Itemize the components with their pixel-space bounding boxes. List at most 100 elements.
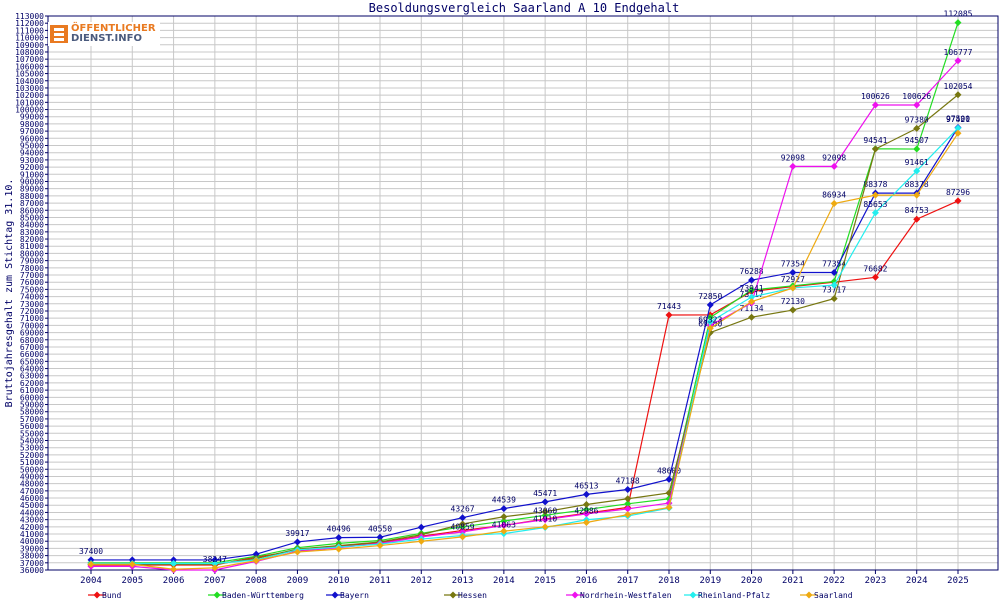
- y-tick-label: 85000: [20, 213, 44, 222]
- y-tick-label: 40000: [20, 537, 44, 546]
- data-point: [913, 145, 921, 153]
- data-point: [500, 527, 508, 535]
- data-label: 39917: [285, 529, 309, 538]
- data-label: 97421: [946, 115, 970, 124]
- data-label: 106777: [944, 48, 973, 57]
- x-tick-label: 2005: [121, 576, 143, 586]
- x-tick-label: 2011: [369, 576, 391, 586]
- x-tick-label: 2008: [245, 576, 267, 586]
- data-point: [376, 542, 384, 550]
- data-label: 77354: [822, 259, 846, 268]
- x-tick-label: 2018: [658, 576, 680, 586]
- data-point: [830, 277, 838, 285]
- data-point: [582, 490, 590, 498]
- legend-label: Baden-Württemberg: [222, 591, 304, 600]
- y-tick-label: 69000: [20, 329, 44, 338]
- data-point: [211, 556, 219, 564]
- data-point: [665, 503, 673, 511]
- data-point: [954, 19, 962, 27]
- data-point: [582, 506, 590, 514]
- y-tick-label: 42000: [20, 523, 44, 532]
- y-tick-label: 63000: [20, 372, 44, 381]
- data-point: [170, 560, 178, 568]
- x-tick-label: 2020: [741, 576, 763, 586]
- data-label: 72130: [781, 297, 805, 306]
- y-tick-label: 95000: [20, 142, 44, 151]
- data-label: 71134: [740, 304, 764, 313]
- y-tick-label: 72000: [20, 307, 44, 316]
- data-label: 43060: [533, 507, 557, 516]
- data-label: 72850: [698, 292, 722, 301]
- data-label: 88378: [863, 180, 887, 189]
- y-tick-label: 77000: [20, 271, 44, 280]
- y-tick-label: 86000: [20, 206, 44, 215]
- logo-text: ÖFFENTLICHER DIENST.INFO: [71, 24, 156, 44]
- data-label: 46513: [574, 481, 598, 490]
- y-tick-label: 45000: [20, 501, 44, 510]
- legend-label: Bayern: [340, 591, 369, 600]
- y-tick-label: 78000: [20, 264, 44, 273]
- y-tick-label: 84000: [20, 221, 44, 230]
- data-label: 42986: [574, 507, 598, 516]
- data-point: [541, 511, 549, 519]
- data-label: 41910: [533, 514, 557, 523]
- data-label: 37400: [79, 547, 103, 556]
- y-tick-label: 71000: [20, 314, 44, 323]
- x-tick-label: 2006: [163, 576, 185, 586]
- data-point: [582, 519, 590, 527]
- y-tick-label: 110000: [15, 34, 44, 43]
- data-point: [500, 521, 508, 529]
- y-tick-label: 48000: [20, 480, 44, 489]
- data-point: [417, 537, 425, 545]
- data-point: [954, 129, 962, 137]
- x-tick-label: 2019: [699, 576, 721, 586]
- data-point: [665, 311, 673, 319]
- y-tick-label: 66000: [20, 350, 44, 359]
- y-tick-label: 67000: [20, 343, 44, 352]
- data-point: [87, 560, 95, 568]
- data-point: [748, 293, 756, 301]
- data-point: [954, 124, 962, 132]
- data-point: [954, 91, 962, 99]
- data-point: [500, 505, 508, 513]
- y-tick-label: 100000: [15, 106, 44, 115]
- data-point: [624, 500, 632, 508]
- x-tick-label: 2025: [947, 576, 969, 586]
- y-tick-label: 104000: [15, 77, 44, 86]
- y-tick-label: 37000: [20, 559, 44, 568]
- data-label: 73717: [822, 286, 846, 295]
- data-point: [252, 550, 260, 558]
- y-tick-label: 103000: [15, 84, 44, 93]
- data-point: [335, 545, 343, 553]
- legend-marker: [449, 591, 457, 599]
- y-tick-label: 55000: [20, 429, 44, 438]
- legend-marker: [331, 591, 339, 599]
- data-label: 92098: [781, 153, 805, 162]
- data-label: 91461: [905, 158, 929, 167]
- y-tick-label: 73000: [20, 300, 44, 309]
- x-tick-label: 2015: [534, 576, 556, 586]
- data-label: 87296: [946, 188, 970, 197]
- data-point: [954, 197, 962, 205]
- data-point: [665, 475, 673, 483]
- y-tick-label: 52000: [20, 451, 44, 460]
- data-point: [500, 513, 508, 521]
- data-label: 76682: [863, 264, 887, 273]
- data-point: [913, 167, 921, 175]
- x-tick-label: 2023: [865, 576, 887, 586]
- series-line-1: [91, 22, 959, 564]
- data-label: 40496: [327, 525, 351, 534]
- data-point: [871, 145, 879, 153]
- data-point: [913, 101, 921, 109]
- y-tick-label: 94000: [20, 149, 44, 158]
- data-label: 72927: [781, 275, 805, 284]
- y-tick-label: 44000: [20, 508, 44, 517]
- data-point: [954, 57, 962, 65]
- y-tick-label: 49000: [20, 472, 44, 481]
- data-label: 76288: [740, 267, 764, 276]
- data-point: [459, 514, 467, 522]
- data-label: 48600: [657, 466, 681, 475]
- data-label: 43267: [451, 505, 475, 514]
- data-point: [624, 486, 632, 494]
